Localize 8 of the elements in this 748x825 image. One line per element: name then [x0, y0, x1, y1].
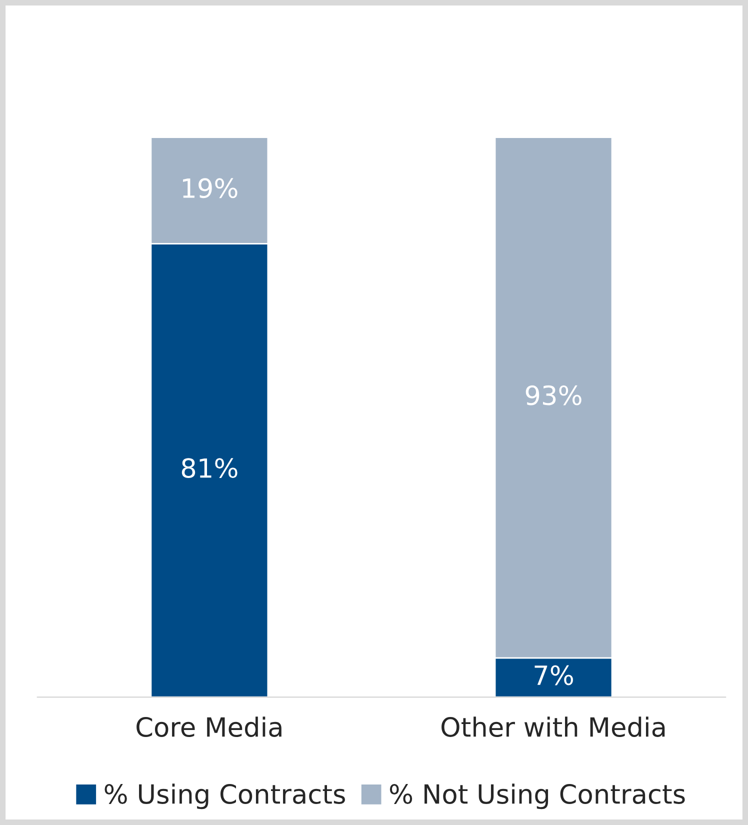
- data-label: 7%: [534, 665, 573, 686]
- data-label: 19%: [183, 178, 238, 198]
- legend-label: % Not Using Contracts: [390, 784, 685, 810]
- x-tick-label: Other with Media: [442, 716, 665, 737]
- x-tick-label: Core Media: [136, 716, 282, 737]
- data-label: 93%: [526, 385, 582, 406]
- data-label: 81%: [182, 458, 238, 478]
- legend-label: % Using Contracts: [104, 784, 345, 810]
